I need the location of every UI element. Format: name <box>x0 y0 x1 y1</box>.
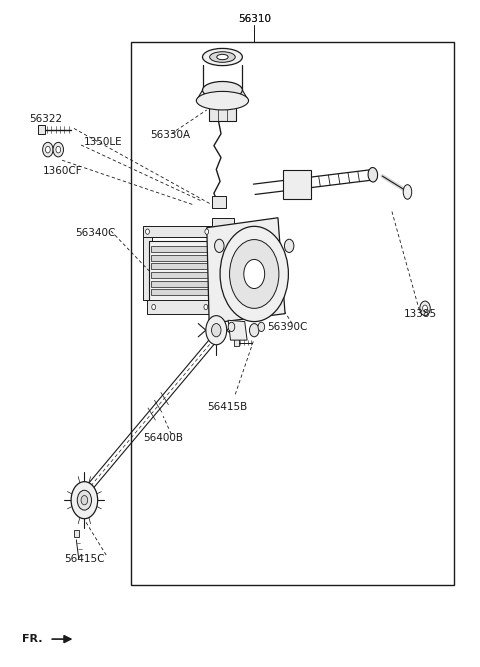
Text: FR.: FR. <box>22 634 42 644</box>
Bar <box>38 125 45 135</box>
Text: 56310: 56310 <box>238 14 271 24</box>
Ellipse shape <box>368 167 378 182</box>
Circle shape <box>204 304 208 309</box>
Text: 56400B: 56400B <box>143 433 183 443</box>
Bar <box>131 43 454 585</box>
Circle shape <box>206 315 227 345</box>
Bar <box>151 246 208 252</box>
Text: 56390C: 56390C <box>267 322 308 332</box>
Text: 56415C: 56415C <box>64 554 105 564</box>
Circle shape <box>285 239 294 253</box>
Text: 56310: 56310 <box>238 14 271 24</box>
Circle shape <box>215 239 224 253</box>
Bar <box>283 170 311 199</box>
Circle shape <box>229 239 279 308</box>
Bar <box>151 281 208 287</box>
Ellipse shape <box>217 55 228 59</box>
Circle shape <box>81 496 88 505</box>
Bar <box>212 196 226 208</box>
Text: 13385: 13385 <box>404 309 437 319</box>
Circle shape <box>152 304 156 309</box>
Circle shape <box>77 490 92 510</box>
Circle shape <box>212 323 221 337</box>
Circle shape <box>46 146 50 153</box>
Bar <box>151 272 208 278</box>
Text: 56340C: 56340C <box>75 228 115 238</box>
Ellipse shape <box>203 49 242 65</box>
Bar <box>143 229 152 300</box>
Circle shape <box>244 259 264 289</box>
Circle shape <box>220 226 288 321</box>
Ellipse shape <box>203 81 242 99</box>
Ellipse shape <box>403 185 412 199</box>
Polygon shape <box>228 320 247 340</box>
Bar <box>151 255 208 261</box>
Circle shape <box>56 146 60 153</box>
Bar <box>149 241 211 301</box>
Circle shape <box>205 229 209 234</box>
Circle shape <box>71 482 97 519</box>
Bar <box>209 102 236 121</box>
Circle shape <box>258 322 264 331</box>
Ellipse shape <box>196 91 249 110</box>
Text: 56330A: 56330A <box>150 130 190 140</box>
Circle shape <box>53 142 63 157</box>
Circle shape <box>145 229 149 234</box>
Text: 56322: 56322 <box>29 113 62 123</box>
Text: 1350LE: 1350LE <box>84 137 122 147</box>
Bar <box>143 226 212 237</box>
Text: 56415B: 56415B <box>207 402 247 412</box>
Circle shape <box>250 323 259 337</box>
Polygon shape <box>207 217 285 323</box>
Bar <box>146 300 213 313</box>
Bar <box>74 530 79 536</box>
Circle shape <box>420 301 430 315</box>
Ellipse shape <box>210 52 235 62</box>
Circle shape <box>228 322 235 331</box>
Bar <box>212 218 234 235</box>
Text: 1360CF: 1360CF <box>43 167 83 177</box>
Bar <box>234 340 239 346</box>
Circle shape <box>43 142 53 157</box>
Bar <box>151 289 208 295</box>
Bar <box>151 263 208 269</box>
Circle shape <box>423 305 427 311</box>
